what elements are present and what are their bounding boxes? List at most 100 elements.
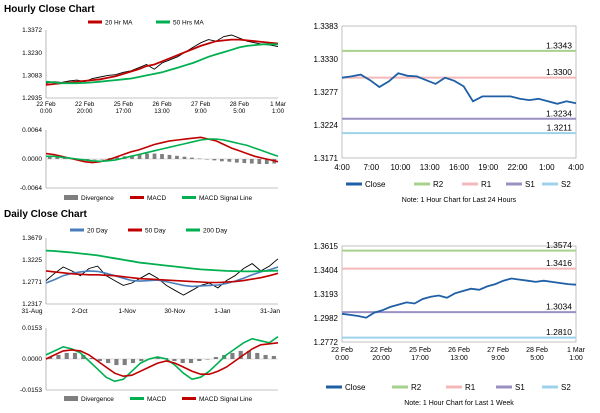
daily-macd-chart: 0.0153 0.0000 -0.0153 Divergence MACD MACD Si… [20,325,279,403]
level-label-r1: 1.3300 [546,67,572,77]
divergence-bar [155,356,160,359]
divergence-bar [182,156,187,159]
x-tick-label: 26 Feb 13:00 [152,101,172,115]
x-tick-label: 22:00 [507,163,528,172]
level-label-s2: 1.3211 [547,123,573,133]
y-tick-label: -0.0153 [20,387,42,394]
legend-label: MACD [147,396,166,403]
y-tick-label: 1.3404 [314,266,339,275]
legend-label: S2 [561,383,571,392]
chart-note: Note: 1 Hour Chart for Last 1 Week [404,400,514,407]
divergence-bar [89,357,94,359]
y-tick-label: 1.2935 [22,95,42,102]
legend-label: 50 Hrs MA [173,20,204,27]
series-line-macd-signal-line [45,342,279,378]
divergence-bar [64,352,69,359]
y-tick-label: 1.3372 [22,27,42,34]
level-label-s1: 1.3034 [546,302,572,312]
y-tick-label: 0.0000 [22,156,42,163]
divergence-bar [106,359,111,364]
series-line-macd [45,136,279,164]
divergence-bar [92,159,97,160]
divergence-bar [56,354,61,359]
x-tick-label: 27 Feb 9:00 [487,347,509,362]
legend-label: Close [365,180,386,189]
divergence-bar [212,159,217,161]
daily-price-chart: 20 Day 50 Day 200 Day 1.3679 1.3225 1.2771 1.2… [22,228,281,316]
y-tick-label: 1.3330 [314,55,339,64]
legend-label: S1 [525,180,535,189]
y-tick-label: 0.0064 [22,127,42,134]
legend-label: R1 [465,383,476,392]
level-label-r2: 1.3343 [546,40,572,50]
x-tick-label: 26 Feb 13:00 [448,347,470,362]
divergence-bar [72,352,78,359]
legend-label: S2 [561,180,571,189]
y-tick-label: 1.2772 [314,338,339,347]
divergence-bar [263,354,268,359]
x-tick-label: 1 Mar 1:00 [270,101,286,115]
divergence-bar [188,359,194,364]
series-line-200-day [45,249,279,273]
legend-label: MACD Signal Line [199,396,252,403]
divergence-bar [81,354,86,359]
y-tick-label: 1.3277 [314,88,339,97]
x-tick-label: 31-Jan [260,308,280,315]
y-tick-label: 1.3171 [314,154,339,163]
plot-frame [341,25,577,159]
legend-swatch [64,195,78,200]
x-tick-label: 4:00 [334,163,350,172]
series-line-macd [45,336,279,383]
y-tick-label: 1.3230 [22,50,42,57]
y-tick-label: 1.3383 [314,22,339,31]
level-label-r1: 1.3416 [546,258,572,268]
divergence-bar [180,359,185,364]
divergence-bar [48,356,53,359]
x-tick-label: 10:00 [390,163,411,172]
y-tick-label: 1.2317 [22,301,42,308]
series-line-close [341,72,577,105]
divergence-bar [137,154,142,159]
divergence-bar [160,154,164,159]
legend-label: 50 Day [145,228,166,235]
x-tick-label: 31-Aug [22,308,43,315]
y-tick-label: 1.2982 [314,314,339,323]
divergence-bar [115,157,119,159]
divergence-bar [230,352,235,359]
legend-label: S1 [515,383,525,392]
x-tick-label: 25 Feb 17:00 [409,347,431,362]
legend-label: R2 [433,180,444,189]
divergence-bar [122,359,127,366]
legend-label: 20 Day [87,228,108,235]
series-line-20-hr-ma [45,38,279,86]
legend-label: R2 [411,383,422,392]
divergence-bar [139,359,144,362]
legend-label: MACD [147,195,166,202]
x-tick-label: 25 Feb 17:00 [114,101,134,115]
divergence-bar [264,159,269,164]
divergence-bar [227,159,232,162]
divergence-bar [197,158,202,160]
hourly-price-chart: 20 Hr MA 50 Hrs MA 1.3372 1.3230 1.3083 1.293… [22,20,286,116]
y-tick-label: 0.0000 [22,356,42,363]
level-label-s2: 1.2810 [546,327,572,337]
x-tick-label: 22 Feb 0:00 [36,101,56,115]
divergence-bar [97,359,102,362]
divergence-bar [130,359,136,364]
divergence-bar [246,350,252,359]
divergence-bar [152,153,157,159]
chart-note: Note: 1 Hour Chart for Last 24 Hours [402,197,517,204]
divergence-bar [114,359,119,366]
divergence-bar [249,159,254,164]
divergence-bar [234,159,239,163]
legend-label: MACD Signal Line [199,195,252,202]
divergence-bar [238,350,243,359]
legend-label: Divergence [81,396,114,403]
series-line-20-day [45,266,279,288]
x-tick-label: 13:00 [420,163,441,172]
x-tick-label: 30-Nov [164,308,186,315]
divergence-bar [145,153,149,159]
y-tick-label: 1.3193 [314,290,339,299]
